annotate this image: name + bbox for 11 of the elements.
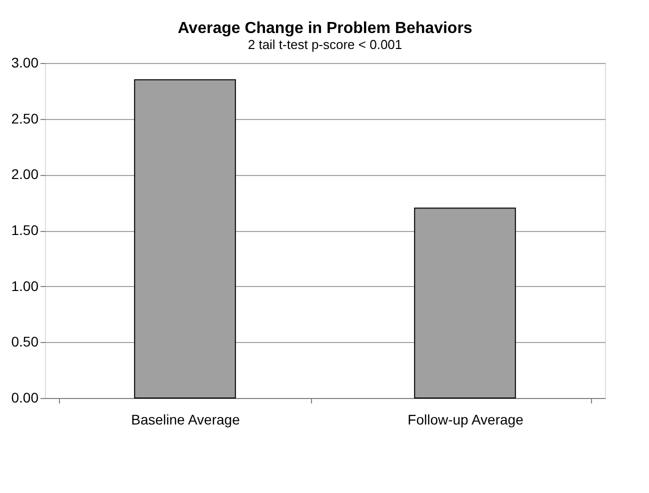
y-tick-label: 0.50 xyxy=(11,334,39,350)
chart-subtitle: 2 tail t-test p-score < 0.001 xyxy=(248,37,402,52)
chart-title: Average Change in Problem Behaviors xyxy=(178,20,472,37)
y-tick-label: 1.00 xyxy=(11,278,39,294)
y-tick-label: 1.50 xyxy=(11,222,39,238)
y-tick-label: 0.00 xyxy=(11,390,39,406)
y-tick-label: 3.00 xyxy=(11,54,39,70)
y-tick-label: 2.50 xyxy=(11,110,39,126)
y-tick-label: 2.00 xyxy=(11,166,39,182)
x-tick-label: Baseline Average xyxy=(131,412,240,428)
x-tick-label: Follow-up Average xyxy=(408,412,524,428)
